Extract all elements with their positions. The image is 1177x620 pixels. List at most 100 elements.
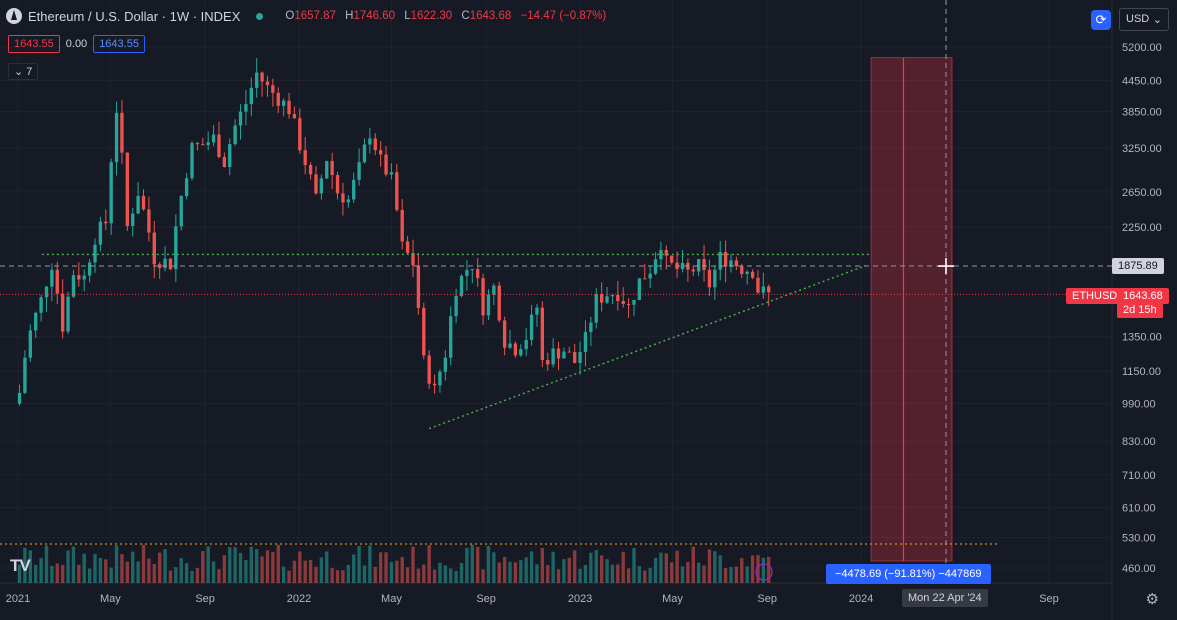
volume-bar (201, 551, 205, 583)
candle-body (281, 100, 286, 106)
bid-badge[interactable]: 1643.55 (8, 35, 60, 53)
y-tick-label: 1350.00 (1122, 332, 1162, 344)
volume-bar (551, 551, 555, 583)
candle-body (260, 72, 264, 82)
candle-body (319, 178, 324, 194)
volume-bar (395, 560, 399, 583)
ask-badge[interactable]: 1643.55 (93, 35, 145, 53)
y-tick-label: 610.00 (1122, 502, 1156, 514)
candle-body (449, 316, 453, 358)
candle-body (589, 322, 593, 333)
volume-bar (109, 567, 113, 583)
candle-body (502, 320, 507, 348)
candle-body (529, 314, 534, 340)
volume-bar (228, 547, 232, 583)
candle-body (271, 85, 275, 93)
y-tick-label: 2650.00 (1122, 187, 1162, 199)
candle-body (233, 125, 237, 145)
market-status-dot (256, 12, 264, 20)
volume-bar (141, 544, 146, 583)
symbol-title[interactable]: Ethereum / U.S. Dollar · 1W · INDEX (28, 8, 241, 24)
volume-bar (276, 544, 280, 583)
change-value: −14.47 (−0.87%) (520, 10, 607, 22)
volume-bar (659, 552, 663, 583)
volume-bar (217, 569, 221, 583)
volume-bar (670, 562, 674, 583)
candle-body (217, 134, 221, 158)
candle-body (481, 278, 485, 316)
volume-bar (443, 565, 448, 583)
settings-gear-icon[interactable]: ⚙ (1145, 591, 1159, 608)
candle-body (540, 307, 545, 361)
candle-body (87, 262, 92, 276)
candle-body (17, 392, 22, 404)
candle-body (50, 269, 54, 287)
candle-body (152, 232, 156, 265)
volume-bar (28, 550, 32, 583)
volume-bar (308, 559, 313, 583)
top-right-controls: ⟳ USD ⌄ (1091, 8, 1169, 31)
volume-bar (713, 551, 717, 583)
volume-bar (675, 550, 679, 583)
candle-body (357, 162, 361, 180)
volume-bar (39, 558, 43, 583)
volume-bar (23, 547, 27, 583)
candle-body (303, 150, 307, 165)
candle-body (184, 178, 189, 197)
candle-body (125, 152, 130, 227)
volume-bar (529, 551, 534, 583)
volume-bar (643, 570, 647, 583)
candle-body (405, 241, 410, 254)
candle-body (476, 269, 480, 279)
candle-body (384, 154, 388, 175)
y-tick-label: 4450.00 (1122, 75, 1162, 87)
volume-bar (594, 550, 598, 583)
candle-body (664, 250, 668, 256)
volume-bar (508, 561, 512, 583)
volume-bar (211, 561, 216, 583)
candle-body (255, 72, 259, 88)
candle-body (201, 144, 205, 146)
volume-bar (158, 552, 162, 583)
volume-bar (470, 544, 474, 583)
low-value: 1622.30 (410, 10, 453, 22)
volume-bar (723, 567, 728, 583)
volume-bar (476, 546, 480, 583)
candle-body (98, 221, 103, 245)
projection-box (870, 57, 953, 562)
candle-body (378, 150, 383, 155)
candle-body (745, 271, 749, 274)
y-tick-label: 990.00 (1122, 398, 1156, 410)
volume-bar (44, 545, 49, 583)
tradingview-logo[interactable]: TV (10, 556, 31, 575)
volume-bar (567, 557, 571, 583)
volume-bar (540, 548, 545, 583)
ohlc-values: O1657.87 H1746.60 L1622.30 C1643.68 −14.… (285, 10, 607, 22)
candle-body (109, 162, 113, 224)
y-tick-label: 830.00 (1122, 436, 1156, 448)
y-tick-label: 460.00 (1122, 563, 1156, 575)
currency-select[interactable]: USD ⌄ (1119, 8, 1169, 31)
candle-body (643, 278, 647, 280)
volume-bar (184, 563, 189, 583)
lightning-icon (755, 563, 773, 581)
volume-bar (492, 552, 496, 583)
candle-body (422, 307, 426, 356)
indicator-count: 7 (26, 66, 33, 78)
candle-body (432, 383, 437, 386)
volume-bar (583, 564, 588, 583)
volume-bar (459, 562, 464, 583)
volume-bar (626, 568, 631, 583)
indicators-toggle[interactable]: ⌄ 7 (8, 63, 39, 80)
volume-bar (465, 547, 469, 583)
candle-body (265, 81, 270, 86)
volume-bar (114, 545, 119, 583)
volume-bar (341, 570, 345, 583)
volume-bar (352, 554, 356, 583)
refresh-icon[interactable]: ⟳ (1091, 9, 1111, 30)
volume-bar (589, 552, 593, 583)
crosshair-price-label: 1875.89 (1112, 258, 1164, 274)
volume-bar (325, 551, 329, 583)
candle-body (486, 294, 491, 316)
